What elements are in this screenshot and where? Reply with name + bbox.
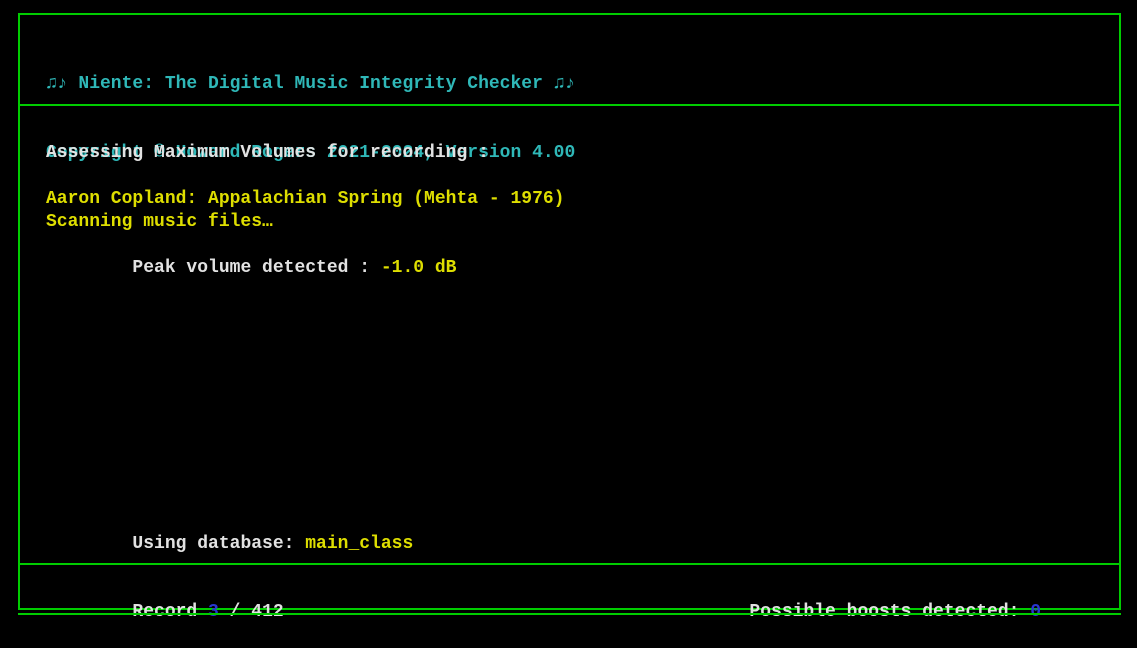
- record-counter: Record 3 / 412: [46, 578, 284, 647]
- database-label: Using database:: [132, 534, 306, 554]
- database-line: Using database: main_class: [46, 510, 413, 579]
- peak-volume-line: Peak volume detected : -1.0 dB: [46, 234, 457, 303]
- peak-volume-value: -1.0 dB: [380, 258, 457, 278]
- app-copyright: Copyright © Howard Rogers 2021-2024, Ver…: [46, 143, 576, 163]
- boosts-label: Possible boosts detected:: [749, 602, 1031, 622]
- boosts-value: 0: [1030, 602, 1042, 622]
- peak-volume-label: Peak volume detected :: [132, 258, 381, 278]
- status-bar: Record 3 / 412 Possible boosts detected:…: [20, 563, 1119, 622]
- bottom-divider: [18, 613, 1121, 615]
- main-panel: Assessing Maximum Volumes for recording …: [20, 106, 1119, 563]
- recording-title: Aaron Copland: Appalachian Spring (Mehta…: [46, 189, 565, 209]
- boosts-counter: Possible boosts detected: 0: [663, 578, 1041, 647]
- record-total: / 412: [218, 602, 284, 622]
- record-number: 3: [208, 602, 219, 622]
- assessing-label: Assessing Maximum Volumes for recording …: [46, 143, 489, 163]
- record-label: Record: [132, 602, 209, 622]
- app-title: ♫♪ Niente: The Digital Music Integrity C…: [46, 74, 576, 94]
- app-header: ♫♪ Niente: The Digital Music Integrity C…: [20, 15, 1119, 232]
- database-name: main_class: [305, 534, 414, 554]
- scan-status: Scanning music files…: [46, 212, 273, 232]
- app-frame: ♫♪ Niente: The Digital Music Integrity C…: [18, 13, 1121, 622]
